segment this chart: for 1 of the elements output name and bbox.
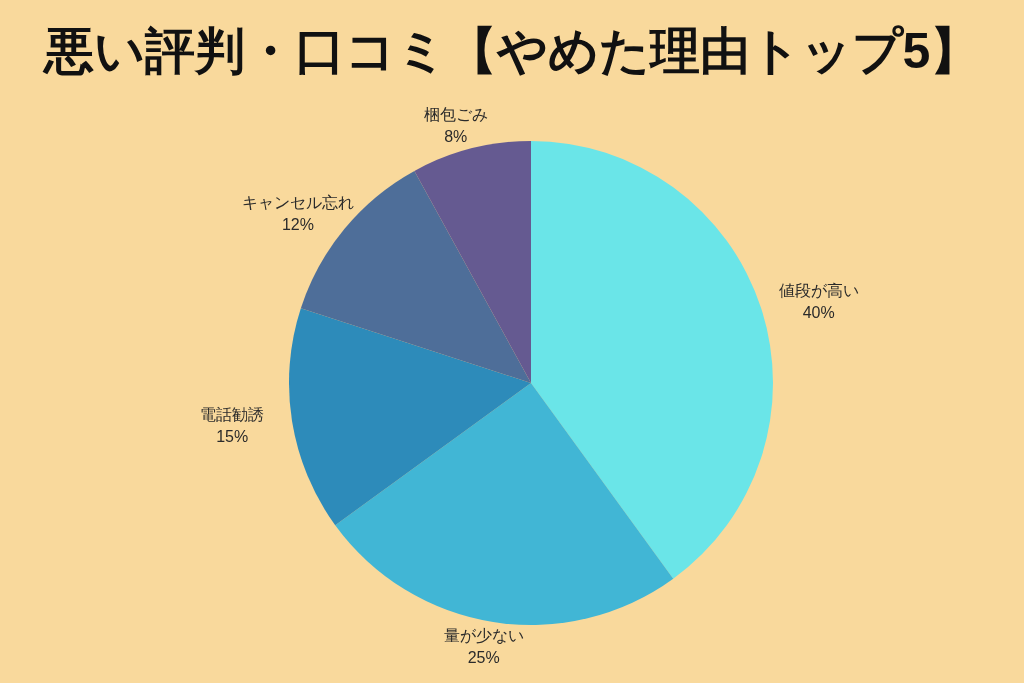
title: 悪い評判・口コミ【やめた理由トップ5】 [43,23,981,79]
